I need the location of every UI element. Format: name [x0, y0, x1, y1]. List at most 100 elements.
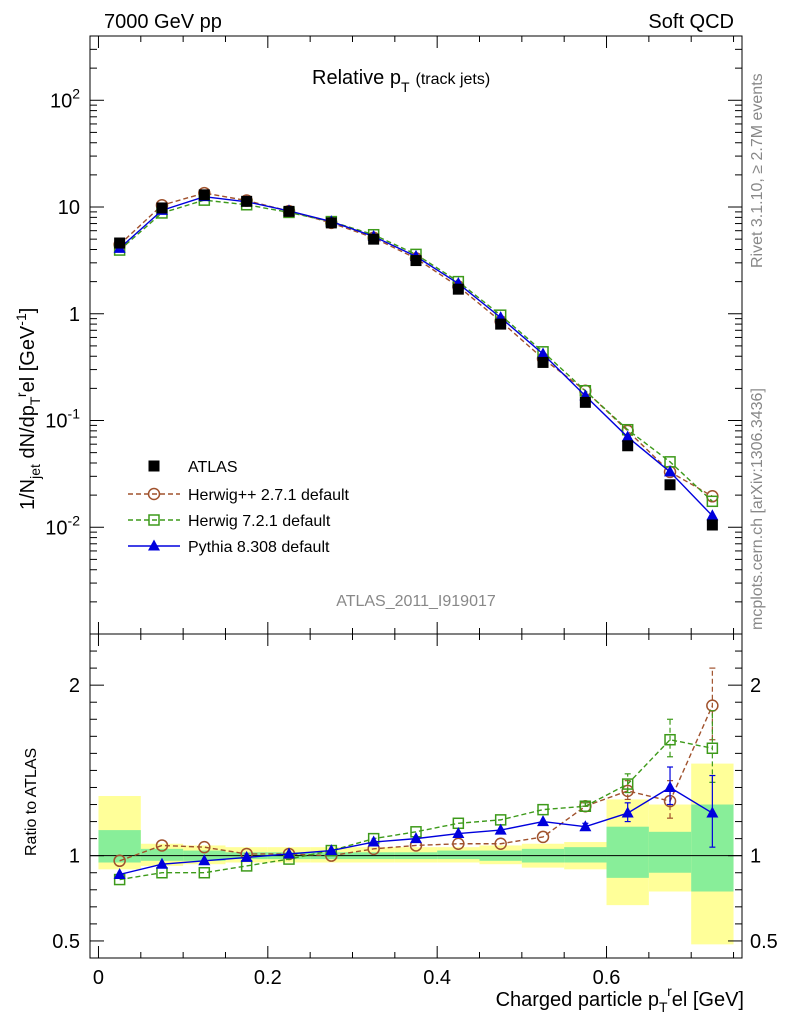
ylabel-sub-jet: jet	[27, 464, 43, 480]
legend-label-pythia: Pythia 8.308 default	[188, 539, 330, 556]
main-point-herwig7	[706, 495, 719, 508]
xlabel-part-b: el [GeV]	[672, 989, 744, 1011]
ratio-y-axis-label: Ratio to ATLAS	[23, 748, 40, 856]
ratio-tick-label-right: 2	[750, 675, 761, 697]
xlabel-part-a: Charged particle p	[496, 989, 659, 1011]
ylabel-part-a: 1/N	[17, 479, 39, 510]
ratio-tick-label: 1	[69, 846, 80, 868]
plot-title-main: Relative p	[312, 67, 401, 89]
y-tick-base: 10	[50, 90, 72, 112]
ratio-panel: 0 0.2 0.4 0.6 0.5 0.5 1 1 2 2	[52, 633, 778, 989]
ratio-band-inner	[98, 830, 141, 863]
plot-title-suffix: (track jets)	[416, 71, 491, 88]
ratio-line-herwig7	[119, 738, 713, 881]
ylabel-sup-minus1: -1	[13, 313, 29, 326]
main-point-atlas	[622, 440, 634, 452]
y-tick-label: 102	[50, 85, 80, 112]
main-point-atlas	[114, 237, 126, 249]
main-point-atlas	[495, 318, 507, 330]
legend-marker-atlas	[148, 460, 160, 472]
energy-label: 7000 GeV pp	[104, 11, 222, 33]
main-point-pythia	[706, 509, 719, 521]
ratio-point-herwig7	[706, 742, 719, 755]
main-point-atlas	[198, 189, 210, 201]
y-tick-exponent: -1	[68, 406, 81, 422]
ratio-point-pythia	[240, 850, 253, 862]
ratio-point-herwigpp	[494, 837, 507, 850]
ratio-point-pythia	[494, 823, 507, 835]
ratio-tick-label: 0.5	[52, 931, 80, 953]
legend-label-atlas: ATLAS	[188, 459, 238, 476]
ratio-point-pythia	[537, 815, 550, 827]
y-axis-label: 1/Njet dN/dpTrel [GeV-1]	[13, 308, 43, 510]
y-tick-exponent: 2	[72, 85, 80, 101]
x-tick-label: 0.4	[423, 967, 451, 989]
ratio-point-pythia	[410, 832, 422, 844]
ratio-point-herwig7	[579, 800, 592, 812]
plot-title: Relative pT (track jets)	[312, 67, 490, 95]
ratio-point-herwig7	[664, 733, 676, 746]
main-point-atlas	[325, 217, 337, 229]
main-point-atlas	[706, 519, 718, 531]
y-tick-label: 1	[69, 304, 80, 326]
y-tick-base: 10	[45, 517, 67, 539]
legend-marker-pythia	[148, 539, 160, 551]
plot-title-sub: T	[401, 79, 410, 95]
main-point-atlas	[579, 396, 591, 408]
ratio-point-herwig7	[537, 803, 549, 816]
ratio-point-pythia	[113, 867, 126, 879]
xlabel-sub-t: T	[659, 999, 668, 1015]
ratio-point-pythia	[579, 820, 592, 832]
ratio-point-herwigpp	[536, 830, 550, 844]
ylabel-part-d: ]	[17, 308, 39, 314]
main-panel: Relative pT (track jets) ATLAS_2011_I9190…	[45, 35, 743, 635]
legend-label-herwigpp: Herwig++ 2.7.1 default	[188, 487, 350, 504]
ratio-point-pythia	[198, 854, 211, 866]
main-point-pythia	[537, 347, 550, 359]
ratio-point-herwigpp	[621, 784, 634, 798]
ylabel-sub-t: T	[27, 396, 43, 405]
rivet-label: Rivet 3.1.10, ≥ 2.7M events	[749, 73, 766, 268]
ratio-point-pythia	[664, 780, 677, 792]
main-point-atlas	[537, 356, 549, 368]
ylabel-part-b: dN/dp	[17, 405, 39, 464]
ratio-band-inner	[648, 831, 692, 873]
main-point-pythia	[664, 465, 677, 477]
ratio-tick-label: 2	[69, 675, 80, 697]
ratio-point-herwigpp	[113, 854, 126, 868]
y-tick-label: 10-1	[45, 406, 80, 433]
y-tick-base: 10	[45, 411, 67, 433]
ratio-band-inner	[606, 826, 649, 878]
main-point-atlas	[368, 233, 380, 245]
ratio-point-pythia	[367, 835, 380, 847]
ratio-point-pythia	[282, 847, 295, 859]
legend: ATLAS Herwig++ 2.7.1 default Herwig 7.2.1 …	[128, 459, 350, 556]
xlabel-sup-r: r	[667, 983, 672, 999]
y-tick-label: 10	[58, 197, 80, 219]
mcplots-label: mcplots.cern.ch [arXiv:1306.3436]	[749, 388, 766, 630]
ylabel-part-c: el [GeV	[17, 325, 39, 392]
x-axis-label: Charged particle pTrel [GeV]	[496, 983, 744, 1015]
ratio-line-herwigpp	[119, 705, 714, 862]
ratio-point-pythia	[621, 806, 634, 818]
ratio-band-inner	[140, 848, 184, 861]
main-point-atlas	[664, 479, 676, 491]
ratio-point-pythia	[706, 806, 719, 818]
ratio-frame	[89, 633, 743, 959]
ratio-point-herwigpp	[198, 840, 211, 854]
ratio-band-inner	[437, 850, 480, 860]
ratio-point-herwig7	[198, 866, 211, 879]
y-tick-exponent: -2	[68, 512, 81, 528]
ratio-point-herwigpp	[155, 839, 169, 852]
y-tick-label: 10-2	[45, 512, 80, 539]
legend-marker-herwigpp	[147, 487, 161, 501]
main-point-atlas	[156, 202, 168, 214]
main-point-atlas	[283, 205, 295, 217]
ratio-point-herwigpp	[452, 837, 465, 850]
legend-label-herwig7: Herwig 7.2.1 default	[188, 513, 331, 530]
category-label: Soft QCD	[648, 11, 734, 33]
legend-marker-herwig7	[148, 514, 160, 526]
analysis-label: ATLAS_2011_I919017	[336, 593, 496, 610]
main-point-pythia	[621, 430, 634, 442]
